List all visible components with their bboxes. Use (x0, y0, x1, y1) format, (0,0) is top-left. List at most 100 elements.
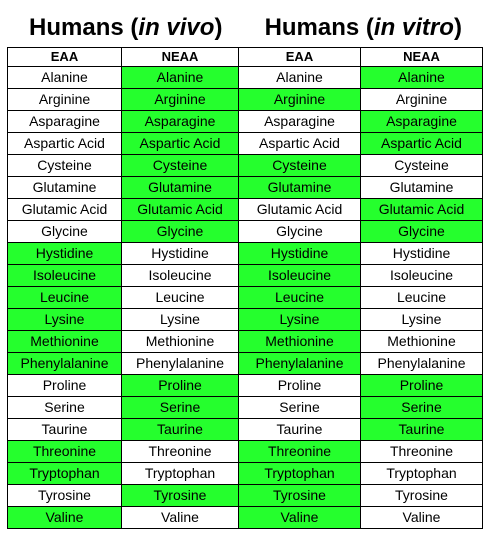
cell-eaa-in-vivo: Phenylalanine (7, 352, 122, 375)
cell-neaa-in-vitro: Serine (360, 396, 483, 419)
cell-eaa-in-vitro: Aspartic Acid (238, 132, 361, 155)
title-paren-close: ) (453, 14, 462, 41)
cell-eaa-in-vitro: Arginine (238, 88, 361, 111)
table-row: Tyrosine Tyrosine Tyrosine Tyrosine (7, 484, 483, 507)
cell-eaa-in-vivo: Lysine (7, 308, 122, 331)
cell-eaa-in-vitro: Lysine (238, 308, 361, 331)
table-row: Arginine Arginine Arginine Arginine (7, 88, 483, 111)
title-qualifier: in vitro (373, 14, 454, 41)
cell-eaa-in-vivo: Taurine (7, 418, 122, 441)
group-titles: Humans (in vivo) Humans (in vitro) (7, 9, 482, 47)
cell-eaa-in-vitro: Asparagine (238, 110, 361, 133)
table-row: Leucine Leucine Leucine Leucine (7, 286, 483, 309)
cell-neaa-in-vitro: Isoleucine (360, 264, 483, 287)
cell-neaa-in-vitro: Cysteine (360, 154, 483, 177)
cell-eaa-in-vivo: Methionine (7, 330, 122, 353)
cell-neaa-in-vivo: Serine (121, 396, 239, 419)
title-in-vitro: Humans (in vitro) (245, 9, 483, 47)
cell-eaa-in-vitro: Leucine (238, 286, 361, 309)
cell-eaa-in-vitro: Taurine (238, 418, 361, 441)
cell-neaa-in-vitro: Glutamic Acid (360, 198, 483, 221)
cell-neaa-in-vivo: Leucine (121, 286, 239, 309)
table-row: Threonine Threonine Threonine Threonine (7, 440, 483, 463)
cell-neaa-in-vitro: Alanine (360, 66, 483, 89)
cell-eaa-in-vivo: Tyrosine (7, 484, 122, 507)
title-paren-open: ( (359, 14, 374, 41)
cell-neaa-in-vivo: Isoleucine (121, 264, 239, 287)
cell-eaa-in-vivo: Glycine (7, 220, 122, 243)
cell-neaa-in-vitro: Lysine (360, 308, 483, 331)
cell-eaa-in-vitro: Cysteine (238, 154, 361, 177)
cell-neaa-in-vitro: Taurine (360, 418, 483, 441)
table-row: Glutamic Acid Glutamic Acid Glutamic Acid G… (7, 198, 483, 221)
cell-eaa-in-vitro: Methionine (238, 330, 361, 353)
cell-eaa-in-vitro: Tryptophan (238, 462, 361, 485)
cell-eaa-in-vitro: Phenylalanine (238, 352, 361, 375)
table-row: Lysine Lysine Lysine Lysine (7, 308, 483, 331)
cell-neaa-in-vitro: Valine (360, 506, 483, 529)
cell-neaa-in-vivo: Taurine (121, 418, 239, 441)
cell-neaa-in-vivo: Cysteine (121, 154, 239, 177)
table-row: Tryptophan Tryptophan Tryptophan Tryptophan (7, 462, 483, 485)
table-row: Valine Valine Valine Valine (7, 506, 483, 529)
cell-neaa-in-vitro: Leucine (360, 286, 483, 309)
cell-eaa-in-vivo: Leucine (7, 286, 122, 309)
cell-neaa-in-vitro: Methionine (360, 330, 483, 353)
cell-eaa-in-vivo: Threonine (7, 440, 122, 463)
cell-eaa-in-vivo: Isoleucine (7, 264, 122, 287)
cell-neaa-in-vivo: Asparagine (121, 110, 239, 133)
cell-neaa-in-vivo: Alanine (121, 66, 239, 89)
cell-eaa-in-vivo: Tryptophan (7, 462, 122, 485)
cell-eaa-in-vivo: Serine (7, 396, 122, 419)
title-paren-open: ( (123, 14, 139, 41)
cell-eaa-in-vitro: Proline (238, 374, 361, 397)
cell-neaa-in-vivo: Glutamic Acid (121, 198, 239, 221)
cell-neaa-in-vitro: Tyrosine (360, 484, 483, 507)
cell-neaa-in-vivo: Aspartic Acid (121, 132, 239, 155)
cell-eaa-in-vivo: Proline (7, 374, 122, 397)
cell-eaa-in-vivo: Glutamic Acid (7, 198, 122, 221)
table-row: Methionine Methionine Methionine Methionine (7, 330, 483, 353)
cell-neaa-in-vitro: Phenylalanine (360, 352, 483, 375)
cell-eaa-in-vivo: Aspartic Acid (7, 132, 122, 155)
table-row: Asparagine Asparagine Asparagine Asparagine (7, 110, 483, 133)
table-row: Taurine Taurine Taurine Taurine (7, 418, 483, 441)
cell-neaa-in-vivo: Hystidine (121, 242, 239, 265)
cell-eaa-in-vitro: Tyrosine (238, 484, 361, 507)
cell-neaa-in-vitro: Aspartic Acid (360, 132, 483, 155)
cell-neaa-in-vivo: Glycine (121, 220, 239, 243)
table-row: Cysteine Cysteine Cysteine Cysteine (7, 154, 483, 177)
table-row: Alanine Alanine Alanine Alanine (7, 66, 483, 89)
cell-neaa-in-vitro: Hystidine (360, 242, 483, 265)
amino-acid-table: EAA NEAA EAA NEAA Alanine Alanine Alanine A… (7, 47, 483, 529)
header-eaa-in-vivo: EAA (7, 47, 122, 67)
cell-neaa-in-vivo: Proline (121, 374, 239, 397)
title-main: Humans (264, 14, 360, 41)
cell-eaa-in-vitro: Alanine (238, 66, 361, 89)
header-neaa-in-vivo: NEAA (121, 47, 239, 67)
table-row: Hystidine Hystidine Hystidine Hystidine (7, 242, 483, 265)
cell-eaa-in-vivo: Alanine (7, 66, 122, 89)
header-neaa-in-vitro: NEAA (360, 47, 483, 67)
cell-neaa-in-vitro: Tryptophan (360, 462, 483, 485)
cell-eaa-in-vitro: Hystidine (238, 242, 361, 265)
cell-neaa-in-vivo: Phenylalanine (121, 352, 239, 375)
table-row: Isoleucine Isoleucine Isoleucine Isoleucine (7, 264, 483, 287)
table-row: Glycine Glycine Glycine Glycine (7, 220, 483, 243)
table-row: Proline Proline Proline Proline (7, 374, 483, 397)
header-eaa-in-vitro: EAA (238, 47, 361, 67)
cell-eaa-in-vitro: Isoleucine (238, 264, 361, 287)
cell-neaa-in-vivo: Methionine (121, 330, 239, 353)
cell-eaa-in-vivo: Hystidine (7, 242, 122, 265)
title-qualifier: in vivo (138, 14, 215, 41)
title-paren-close: ) (214, 14, 223, 41)
header-row: EAA NEAA EAA NEAA (7, 47, 483, 67)
cell-neaa-in-vitro: Asparagine (360, 110, 483, 133)
cell-neaa-in-vivo: Tyrosine (121, 484, 239, 507)
cell-eaa-in-vitro: Valine (238, 506, 361, 529)
table-row: Glutamine Glutamine Glutamine Glutamine (7, 176, 483, 199)
cell-eaa-in-vitro: Threonine (238, 440, 361, 463)
cell-neaa-in-vitro: Glycine (360, 220, 483, 243)
title-in-vivo: Humans (in vivo) (7, 9, 245, 47)
cell-eaa-in-vitro: Glycine (238, 220, 361, 243)
